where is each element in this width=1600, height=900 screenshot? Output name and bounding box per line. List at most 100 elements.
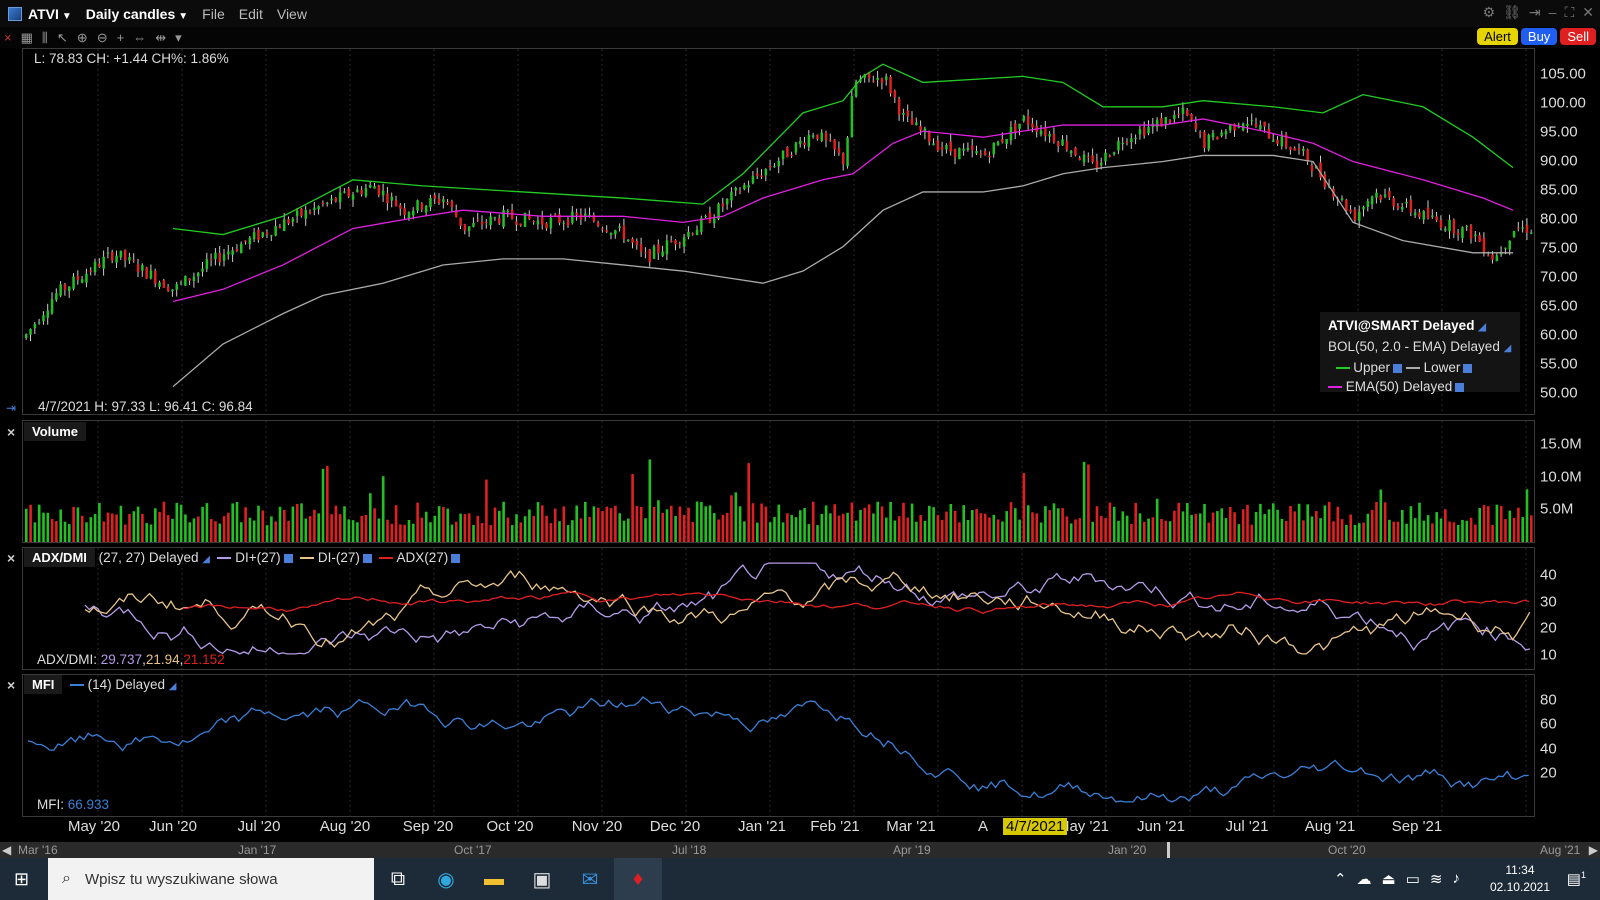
cloud-icon[interactable]: ☁	[1356, 871, 1372, 888]
link-icon[interactable]: ⛓	[1503, 4, 1521, 20]
volume-bar	[790, 514, 793, 542]
legend-edit-icon[interactable]: ◢	[1503, 343, 1512, 354]
volume-bar	[403, 524, 406, 542]
close-mfi-icon[interactable]: ×	[7, 677, 16, 693]
buy-button[interactable]: Buy	[1520, 28, 1558, 45]
price-pane[interactable]	[22, 48, 1535, 415]
fit-icon[interactable]: ⇔	[133, 30, 147, 45]
candle-body	[953, 148, 957, 158]
zoom-out-icon[interactable]: ⊖	[96, 29, 108, 45]
mail-icon[interactable]: ✉	[581, 868, 599, 891]
volume-bar	[240, 522, 243, 542]
candle-body	[734, 187, 737, 191]
candle-body	[897, 98, 901, 115]
legend-ema: EMA(50) Delayed	[1345, 379, 1453, 394]
maximize-icon[interactable]: ⛶	[1564, 4, 1575, 20]
candle-body	[1521, 227, 1524, 229]
trader-app-icon[interactable]: ♦	[614, 858, 662, 900]
volume-bar	[1039, 522, 1043, 542]
task-view-icon[interactable]: ⧉	[390, 867, 406, 890]
more-dropdown-icon[interactable]: ▾	[175, 29, 182, 45]
pin-icon[interactable]: ⇥	[1528, 4, 1541, 20]
close-volume-icon[interactable]: ×	[7, 424, 16, 440]
candle-body	[1026, 115, 1030, 125]
volume-bar	[635, 506, 639, 542]
clock[interactable]: 11:34 02.10.2021	[1490, 862, 1550, 896]
volume-bar	[1057, 508, 1060, 542]
legend-edit-icon[interactable]: ◢	[1478, 322, 1486, 333]
zoom-in-icon[interactable]: ⊕	[76, 29, 88, 45]
cursor-icon[interactable]: ↖	[56, 29, 68, 45]
ema-checkbox[interactable]	[1455, 382, 1465, 392]
volume-bar	[605, 506, 609, 542]
candle-body	[141, 264, 144, 271]
scroll-thumb[interactable]	[1167, 842, 1170, 858]
usb-icon[interactable]: ⏏	[1381, 871, 1396, 888]
close-icon[interactable]: ✕	[1582, 4, 1594, 20]
time-axis-label: Mar '21	[886, 818, 936, 835]
close-pane-icon[interactable]: ×	[4, 30, 12, 45]
store-icon[interactable]: ▣	[532, 868, 552, 891]
volume-bar	[859, 509, 862, 542]
candle-body	[214, 252, 217, 260]
crosshair-icon[interactable]: +	[116, 30, 125, 45]
volume-axis: 15.0M 10.0M 5.0M	[1536, 420, 1600, 543]
candle-body	[1272, 140, 1275, 142]
chevron-up-icon[interactable]: ⌃	[1333, 871, 1347, 888]
candle-body	[1396, 205, 1400, 209]
volume-bar	[37, 504, 41, 542]
symbol-selector[interactable]: ATVI ▼	[28, 5, 72, 22]
adx-checkbox[interactable]	[451, 553, 461, 563]
legend-edit-icon[interactable]: ◢	[168, 681, 177, 692]
volume-bar	[128, 513, 131, 542]
volume-icon[interactable]: ♪	[1452, 870, 1461, 887]
price-pane-handle-icon[interactable]: ⇥	[6, 401, 17, 415]
candle-body	[639, 244, 643, 252]
menu-file[interactable]: File	[202, 5, 225, 22]
candle-body	[334, 197, 338, 202]
legend-upper: Upper	[1353, 360, 1391, 375]
gear-icon[interactable]: ⚙	[1482, 4, 1496, 20]
candle-body	[1293, 148, 1296, 151]
taskbar-search[interactable]: ⌕ Wpisz tu wyszukiwane słowa	[48, 858, 374, 900]
menu-view[interactable]: View	[276, 5, 307, 22]
volume-bar	[1112, 506, 1116, 542]
adx-pane[interactable]	[22, 547, 1535, 670]
period-selector[interactable]: Daily candles ▼	[85, 5, 189, 22]
volume-bar	[50, 518, 54, 542]
edge-icon[interactable]: ◉	[437, 868, 455, 891]
sell-button[interactable]: Sell	[1560, 28, 1596, 45]
split-icon[interactable]: ⇹	[155, 29, 167, 45]
mfi-pane[interactable]	[22, 674, 1535, 817]
volume-bar	[1327, 501, 1331, 542]
upper-checkbox[interactable]	[1393, 363, 1403, 373]
lower-checkbox[interactable]	[1463, 363, 1473, 373]
chevron-down-icon: ▼	[178, 10, 189, 22]
file-explorer-icon[interactable]: ▬	[484, 867, 504, 890]
volume-bar	[1095, 506, 1099, 542]
bars-icon[interactable]: ⫼	[41, 29, 48, 45]
alert-button[interactable]: Alert	[1477, 28, 1518, 45]
history-scrollbar[interactable]: ◀ ▶ Mar '16 Jan '17 Oct '17 Jul '18 Apr '19 J…	[0, 842, 1600, 858]
wifi-icon[interactable]: ≋	[1429, 871, 1443, 888]
bollinger-lower-line	[172, 154, 1513, 388]
close-adx-icon[interactable]: ×	[7, 550, 16, 566]
notifications-icon[interactable]: ▤1	[1566, 870, 1586, 888]
volume-bar	[867, 504, 871, 542]
candle-body	[1370, 196, 1374, 205]
legend-edit-icon[interactable]: ◢	[202, 554, 210, 565]
minimize-icon[interactable]: –	[1548, 4, 1557, 20]
candle-body	[1216, 136, 1219, 140]
menu-edit[interactable]: Edit	[238, 5, 263, 22]
scroll-left-icon[interactable]: ◀	[2, 843, 12, 857]
volume-pane[interactable]	[22, 420, 1535, 543]
volume-bar	[1310, 516, 1314, 542]
volume-bar	[175, 502, 179, 542]
candle-body	[932, 143, 935, 146]
battery-icon[interactable]: ▭	[1405, 871, 1420, 888]
di-minus-checkbox[interactable]	[362, 553, 372, 563]
table-icon[interactable]: ▦	[20, 29, 33, 45]
scroll-right-icon[interactable]: ▶	[1588, 843, 1598, 857]
di-plus-checkbox[interactable]	[283, 553, 293, 563]
start-button[interactable]: ⊞	[14, 869, 30, 889]
